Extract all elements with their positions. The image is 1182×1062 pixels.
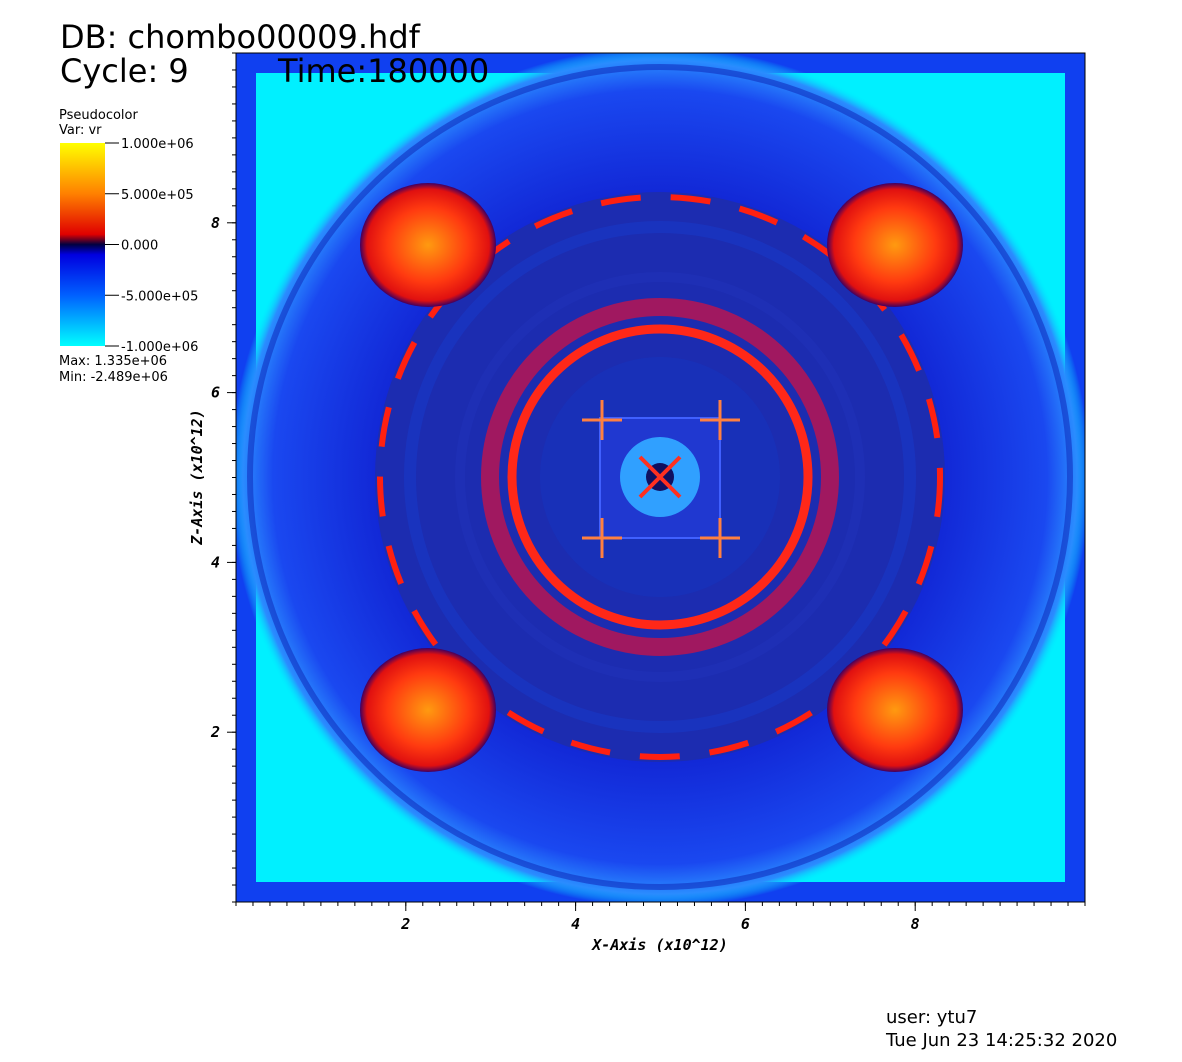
time-label: Time:180000 [277,52,489,90]
colorbar-tick-label: 1.000e+06 [121,137,194,152]
colorbar-tick-label: 0.000 [121,239,158,254]
x-tick-label: 8 [911,915,920,933]
legend-title: Pseudocolor [59,108,138,123]
x-tick-label: 4 [571,915,580,933]
colorbar [60,143,105,346]
plot-image [236,53,1085,902]
x-tick-label: 2 [400,915,410,933]
min-label: Min: -2.489e+06 [59,370,168,385]
colorbar-tick-label: 5.000e+05 [121,188,194,203]
db-label: DB: chombo00009.hdf [60,18,421,56]
x-tick-label: 6 [741,915,750,933]
x-axis-label: X-Axis (x10^12) [590,936,727,954]
date-label: Tue Jun 23 14:25:32 2020 [885,1030,1117,1051]
y-tick-label: 6 [211,384,220,402]
y-tick-label: 8 [211,214,220,232]
y-tick-label: 4 [211,553,220,571]
y-axis-label: Z-Axis (x10^12) [188,409,206,545]
colorbar-tick-label: -5.000e+05 [121,289,198,304]
user-label: user: ytu7 [886,1007,977,1028]
cycle-label: Cycle: 9 [60,52,189,90]
y-tick-label: 2 [210,723,220,741]
legend-variable: Var: vr [59,123,102,138]
max-label: Max: 1.335e+06 [59,354,167,369]
colorbar-tick-label: -1.000e+06 [121,340,198,355]
